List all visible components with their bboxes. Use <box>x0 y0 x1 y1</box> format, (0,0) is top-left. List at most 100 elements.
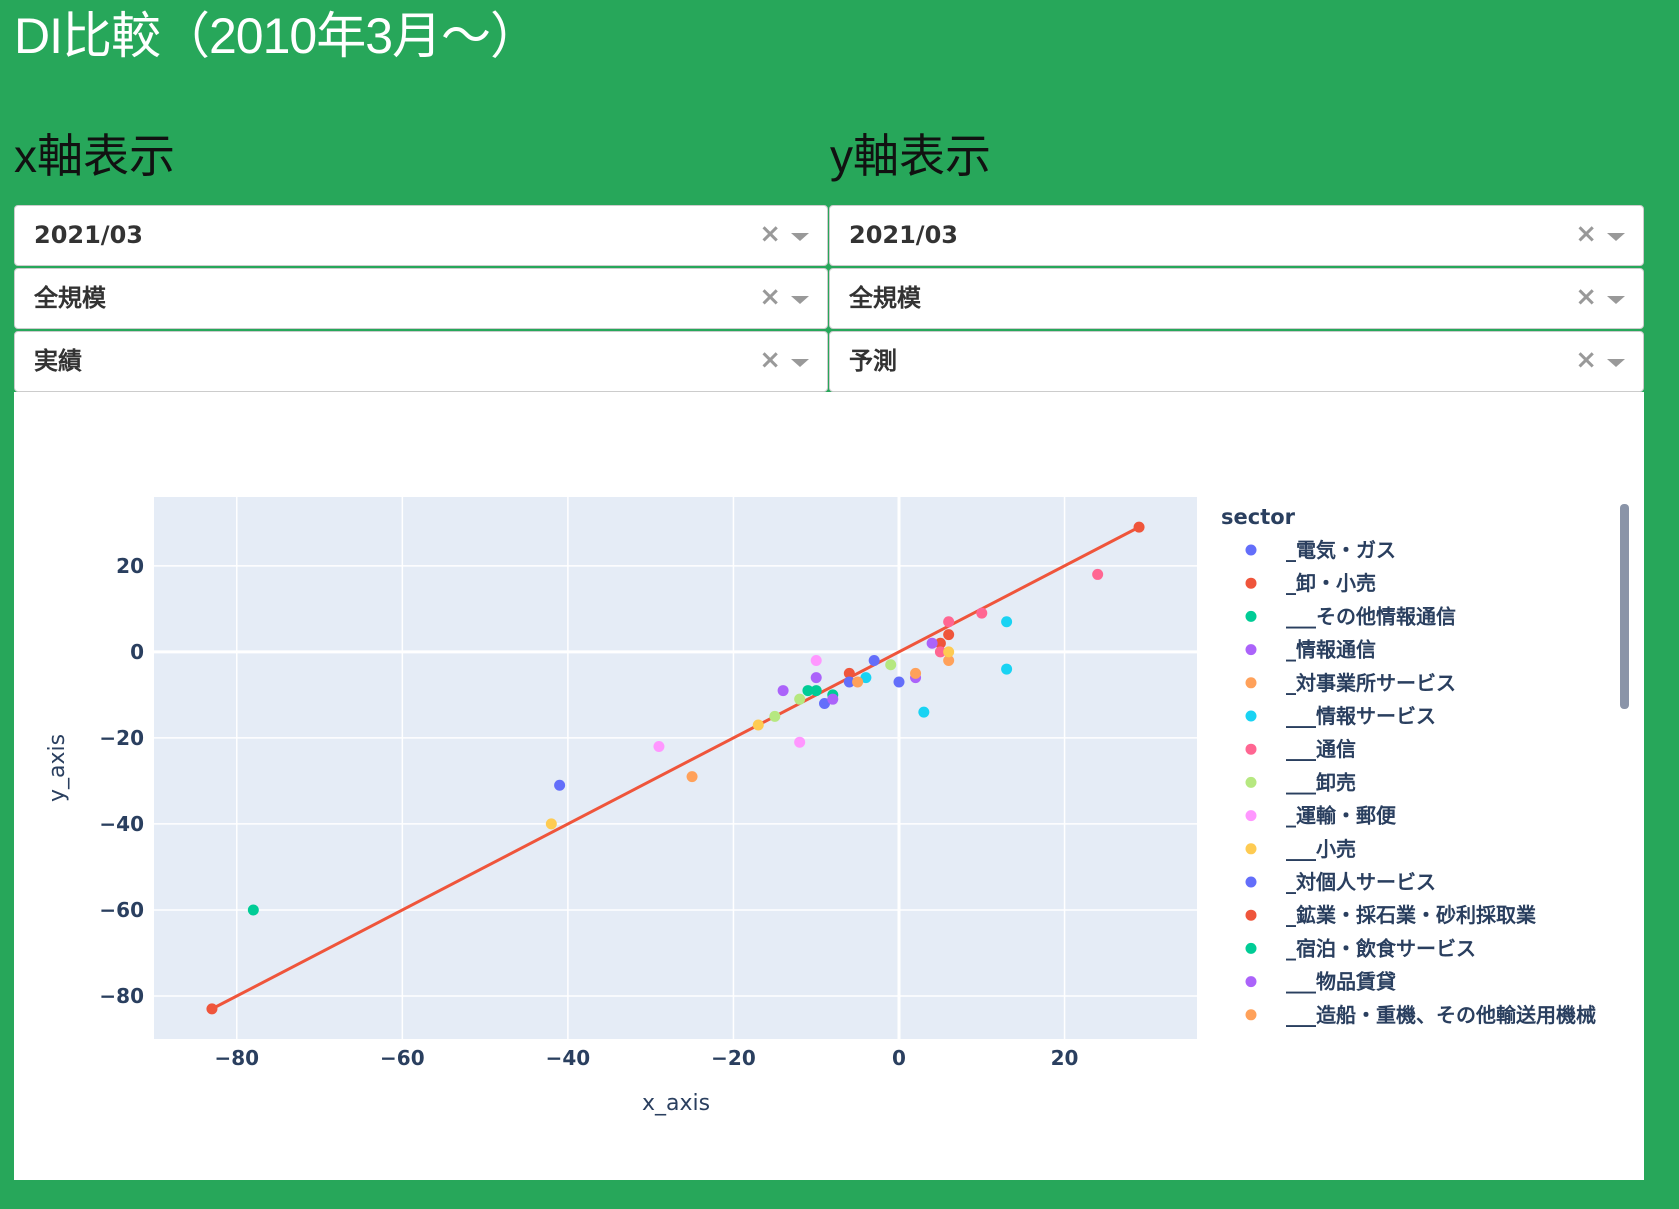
y-tick-label: −20 <box>99 726 144 750</box>
data-point <box>1001 663 1013 675</box>
legend-label: _情報通信 <box>1286 638 1376 662</box>
legend-items[interactable]: _電気・ガス _卸・小売 ___その他情報通信 _情報通信 _対事業所サービス ___情報… <box>1245 538 1597 1027</box>
x-scale-value: 全規模 <box>34 284 106 312</box>
scatter-chart[interactable]: −80 −60 −40 −20 0 20 20 0 −20 −40 −60 −80 x_axis y… <box>14 392 1644 1180</box>
legend-label: ___その他情報通信 <box>1286 604 1456 628</box>
y-type-value: 予測 <box>849 347 897 375</box>
x-type-dropdown[interactable]: 実績 × <box>14 331 828 392</box>
y-axis-title: y_axis <box>45 734 70 802</box>
chevron-down-icon[interactable] <box>791 296 809 304</box>
data-point <box>868 654 880 666</box>
legend[interactable]: sector _電気・ガス _卸・小売 ___その他情報通信 _情報通信 _対事業所サー… <box>1221 504 1629 1027</box>
data-point <box>545 818 557 830</box>
regression-line <box>211 525 1140 1011</box>
x-tick-label: 0 <box>892 1046 906 1070</box>
data-point <box>1092 568 1104 580</box>
data-point <box>852 676 864 688</box>
page-title: DI比較（2010年3月～） <box>14 8 540 64</box>
data-point <box>247 904 259 916</box>
chevron-down-icon[interactable] <box>1607 296 1625 304</box>
data-point <box>206 1003 218 1015</box>
legend-label: _対事業所サービス <box>1286 671 1456 695</box>
clear-icon[interactable]: × <box>759 282 781 312</box>
clear-icon[interactable]: × <box>759 219 781 249</box>
clear-icon[interactable]: × <box>759 345 781 375</box>
chevron-down-icon[interactable] <box>1607 233 1625 241</box>
data-point <box>769 710 781 722</box>
data-point <box>794 736 806 748</box>
data-point <box>860 672 872 684</box>
legend-marker <box>1245 577 1257 589</box>
legend-marker <box>1245 677 1257 689</box>
y-period-value: 2021/03 <box>849 221 958 249</box>
y-tick-label: 20 <box>116 554 144 578</box>
legend-marker <box>1245 843 1257 855</box>
data-point <box>1133 521 1145 533</box>
data-point <box>554 779 566 791</box>
data-point <box>653 740 665 752</box>
chevron-down-icon[interactable] <box>791 359 809 367</box>
legend-label: _対個人サービス <box>1286 870 1436 894</box>
data-point <box>918 706 930 718</box>
legend-label: _宿泊・飲食サービス <box>1286 936 1476 960</box>
legend-label: ___通信 <box>1286 737 1356 761</box>
x-type-value: 実績 <box>34 347 82 375</box>
data-point <box>810 654 822 666</box>
data-point <box>752 719 764 731</box>
legend-marker <box>1245 976 1257 988</box>
data-point <box>943 646 955 658</box>
y-tick-label: −40 <box>99 812 144 836</box>
fit-line-layer <box>211 525 1140 1011</box>
data-point <box>976 607 988 619</box>
chevron-down-icon[interactable] <box>1607 359 1625 367</box>
clear-icon[interactable]: × <box>1575 345 1597 375</box>
y-axis-heading: y軸表示 <box>830 130 991 182</box>
data-point <box>910 667 922 679</box>
x-tick-label: −60 <box>380 1046 425 1070</box>
data-point <box>802 685 814 697</box>
y-tick-labels: 20 0 −20 −40 −60 −80 <box>99 554 144 1008</box>
x-period-value: 2021/03 <box>34 221 143 249</box>
legend-marker <box>1245 810 1257 822</box>
x-tick-label: 20 <box>1051 1046 1079 1070</box>
data-point <box>810 685 822 697</box>
chevron-down-icon[interactable] <box>791 233 809 241</box>
x-axis-title: x_axis <box>642 1091 710 1116</box>
legend-marker <box>1245 909 1257 921</box>
legend-marker <box>1245 610 1257 622</box>
clear-icon[interactable]: × <box>1575 282 1597 312</box>
legend-marker <box>1245 644 1257 656</box>
data-point <box>827 693 839 705</box>
x-tick-labels: −80 −60 −40 −20 0 20 <box>214 1046 1078 1070</box>
legend-marker <box>1245 1009 1257 1021</box>
legend-label: ___造船・重機、その他輸送用機械 <box>1286 1003 1596 1027</box>
y-type-dropdown[interactable]: 予測 × <box>829 331 1644 392</box>
y-tick-label: −80 <box>99 984 144 1008</box>
x-scale-dropdown[interactable]: 全規模 × <box>14 268 828 329</box>
y-period-dropdown[interactable]: 2021/03 × <box>829 205 1644 266</box>
legend-label: _卸・小売 <box>1286 571 1376 595</box>
legend-label: ___物品賃貸 <box>1286 970 1396 994</box>
legend-label: ___卸売 <box>1286 770 1356 794</box>
data-point <box>893 676 905 688</box>
clear-icon[interactable]: × <box>1575 219 1597 249</box>
x-tick-label: −20 <box>711 1046 756 1070</box>
data-point <box>943 654 955 666</box>
y-tick-label: 0 <box>130 640 144 664</box>
y-scale-value: 全規模 <box>849 284 921 312</box>
chart-panel: −80 −60 −40 −20 0 20 20 0 −20 −40 −60 −80 x_axis y… <box>14 392 1644 1180</box>
data-point <box>810 672 822 684</box>
data-point <box>777 685 789 697</box>
data-point <box>934 637 946 649</box>
x-period-dropdown[interactable]: 2021/03 × <box>14 205 828 266</box>
y-scale-dropdown[interactable]: 全規模 × <box>829 268 1644 329</box>
x-tick-label: −80 <box>214 1046 259 1070</box>
data-point <box>934 646 946 658</box>
x-tick-label: −40 <box>546 1046 591 1070</box>
data-point <box>819 697 830 709</box>
data-point <box>843 667 855 679</box>
data-point <box>794 693 806 705</box>
legend-scrollbar[interactable] <box>1620 504 1629 709</box>
data-point <box>943 616 955 628</box>
data-point <box>885 659 897 671</box>
